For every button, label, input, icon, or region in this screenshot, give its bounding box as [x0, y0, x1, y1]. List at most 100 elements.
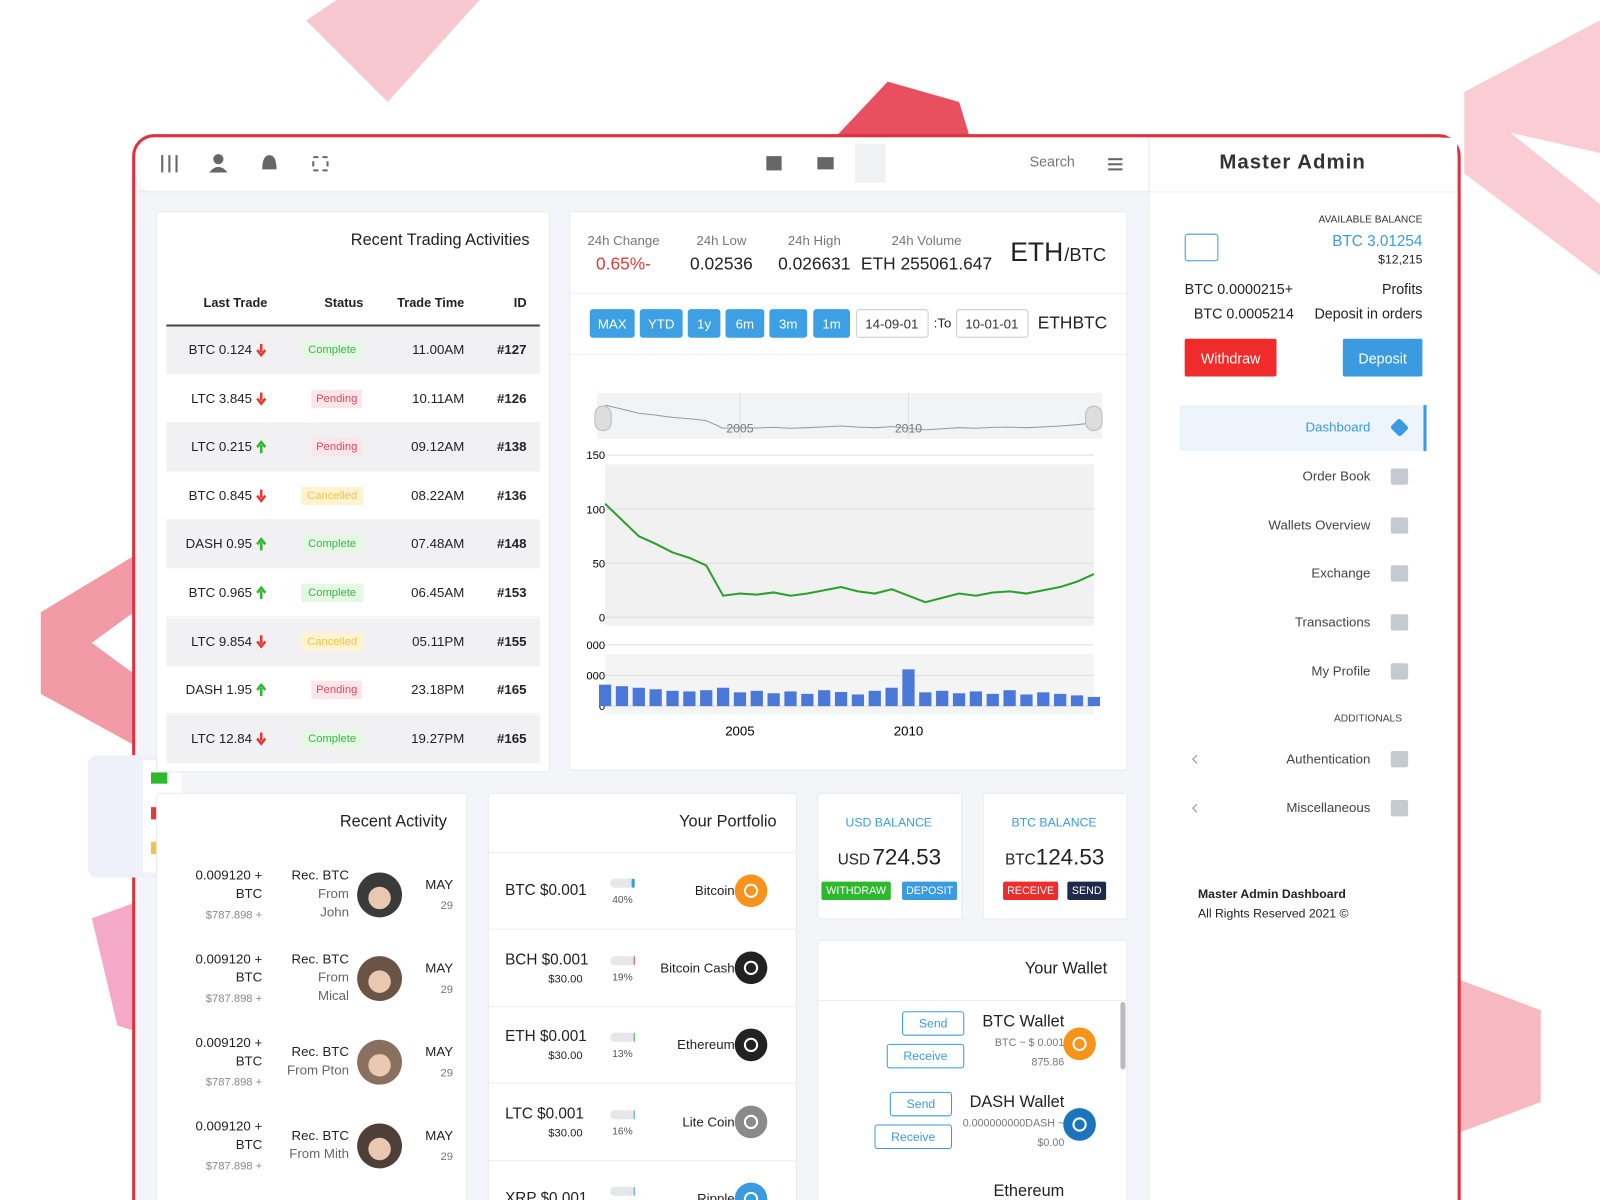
date-input[interactable]: 14-09-01 — [856, 309, 929, 338]
coin-value: ETH $0.001 — [505, 1027, 587, 1045]
coin-sub: $30.00 — [548, 1049, 583, 1063]
amount: 0.009120 + BTC — [195, 1118, 263, 1153]
card-button[interactable]: WITHDRAW — [821, 881, 891, 900]
date-input[interactable]: 10-01-01 — [956, 309, 1029, 338]
card-button[interactable]: DEPOSIT — [902, 881, 958, 900]
day: 29 — [440, 983, 454, 996]
withdraw-button[interactable]: Withdraw — [1184, 338, 1277, 377]
stat-value: 0.02536 — [690, 254, 753, 274]
receive-button[interactable]: Receive — [886, 1043, 965, 1069]
menu-item[interactable]: Exchange — [1311, 565, 1371, 582]
column-header: Last Trade — [203, 295, 268, 311]
balance-row-right: Profits — [1381, 280, 1423, 297]
wallet-line: 0.000000000DASH ~ — [962, 1117, 1065, 1130]
brand: Master Admin — [1219, 151, 1366, 174]
month: MAY — [425, 876, 454, 892]
pair-quote: /BTC — [1064, 244, 1107, 266]
scrollbar — [1120, 1002, 1126, 1070]
trade-id: #138 — [497, 438, 527, 455]
activity-from: From John — [318, 885, 349, 920]
trade: DASH 0.95 — [185, 536, 253, 552]
toggle-fill — [633, 1186, 635, 1196]
menu-item[interactable]: Transactions — [1294, 614, 1371, 630]
menu-icon — [1390, 799, 1409, 817]
stat-value: 0.65%- — [595, 254, 651, 274]
row-rule — [166, 616, 540, 618]
range-button[interactable]: 3m — [769, 309, 808, 338]
balance-label: AVAILABLE BALANCE — [1318, 214, 1423, 226]
rule — [570, 354, 1127, 356]
coin-name: Bitcoin Cash — [660, 959, 735, 975]
range-button[interactable]: MAX — [589, 309, 635, 338]
column-header: Status — [324, 295, 364, 311]
menu-item[interactable]: My Profile — [1311, 663, 1371, 679]
send-button[interactable]: Send — [902, 1011, 965, 1036]
menu-icon — [1390, 468, 1409, 485]
card-button[interactable]: SEND — [1067, 881, 1107, 900]
trade: BTC 0.965 — [188, 584, 253, 600]
trade-time: 23.18PM — [411, 681, 465, 698]
menu-item[interactable]: Authentication — [1286, 751, 1371, 767]
status-badge: Complete — [301, 729, 364, 748]
amount-usd: $787.898 + — [205, 909, 263, 922]
balance-btc: BTC 3.01254 — [1332, 232, 1423, 250]
trade: BTC 0.845 — [188, 487, 253, 503]
chart-icon-button[interactable] — [1184, 233, 1219, 262]
coin-name: Lite Coin — [682, 1113, 735, 1130]
menu-item[interactable]: Wallets Overview — [1268, 516, 1371, 533]
deposit-button[interactable]: Deposit — [1342, 338, 1423, 377]
stat-label: 24h Low — [696, 232, 747, 248]
toggle-fill — [633, 955, 635, 965]
wallet-amount: 875.86 — [1031, 1056, 1065, 1069]
trade-id: #165 — [497, 681, 527, 698]
pct-label: 19% — [612, 971, 633, 984]
menu-icon — [1390, 751, 1409, 768]
market-panel — [569, 211, 1128, 771]
trade-id: #136 — [497, 487, 527, 503]
row-rule — [166, 519, 540, 521]
status-badge: Pending — [311, 680, 363, 700]
range-button[interactable]: 1y — [687, 309, 721, 338]
send-button[interactable]: Send — [889, 1091, 953, 1117]
menu-item[interactable]: Miscellaneous — [1286, 799, 1371, 816]
range-button[interactable]: 1m — [813, 309, 850, 338]
range-button[interactable]: YTD — [639, 309, 683, 338]
rule — [570, 292, 1127, 294]
wallet-name: Ethereum — [993, 1182, 1065, 1200]
toggle-track — [610, 1186, 635, 1196]
trade: DASH 1.95 — [185, 681, 253, 698]
pct-label: 40% — [612, 894, 633, 907]
menu-section: ADDITIONALS — [1333, 713, 1403, 725]
panel-title: Recent Trading Activities — [350, 231, 530, 249]
receive-button[interactable]: Receive — [874, 1124, 953, 1149]
header-rule — [166, 324, 540, 327]
amount-usd: $787.898 + — [205, 1160, 263, 1173]
activity-type: Rec. BTC — [291, 951, 349, 967]
status-badge: Complete — [301, 583, 364, 603]
toggle-track — [610, 955, 635, 965]
pct-label: 16% — [612, 1126, 633, 1138]
toggle-fill — [631, 878, 635, 888]
trade-id: #165 — [497, 730, 527, 746]
card-button[interactable]: RECEIVE — [1003, 881, 1059, 900]
trade-time: 05.11PM — [412, 633, 465, 649]
menu-item[interactable]: Order Book — [1302, 468, 1371, 484]
panel-title: Recent Activity — [339, 813, 447, 831]
balance-row-left: BTC 0.0000215+ — [1184, 280, 1294, 297]
row-rule — [166, 713, 540, 715]
menu-item[interactable]: Dashboard — [1305, 419, 1371, 435]
to-label: :To — [933, 315, 952, 331]
rule — [488, 852, 796, 854]
status-badge: Pending — [311, 437, 363, 457]
status-badge: Pending — [311, 389, 363, 408]
menu-active — [1179, 405, 1427, 452]
column-header: ID — [513, 295, 527, 311]
range-button[interactable]: 6m — [725, 309, 765, 338]
trade-id: #153 — [497, 584, 527, 600]
card-amount: 124.53 — [1035, 843, 1105, 870]
day: 29 — [440, 1067, 454, 1080]
search-label[interactable]: Search — [1029, 153, 1075, 170]
coin-value: XRP $0.001 — [505, 1189, 588, 1200]
panel-title: Your Wallet — [1024, 960, 1108, 978]
